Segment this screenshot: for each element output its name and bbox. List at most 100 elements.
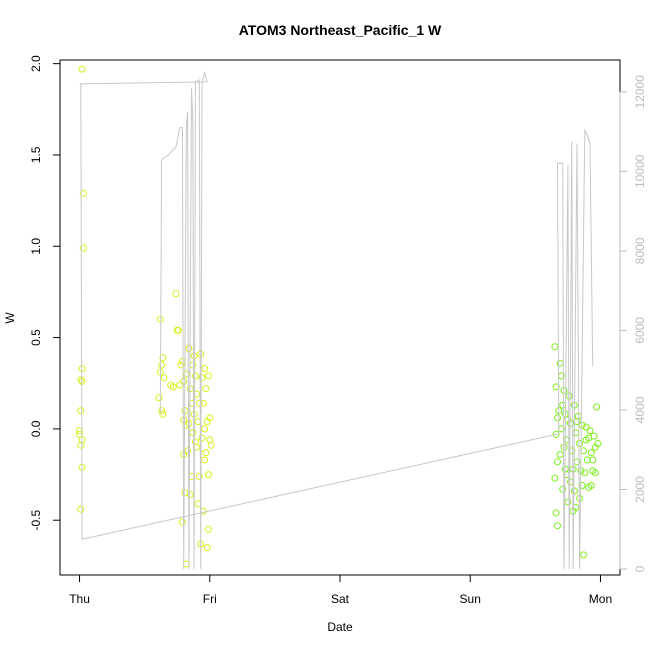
data-point xyxy=(554,458,561,466)
x-axis: Thu Fri Sat Sun Mon xyxy=(69,574,612,606)
y-tick-label: -0.5 xyxy=(29,510,43,531)
data-point xyxy=(177,361,185,369)
plot-frame xyxy=(59,59,621,576)
y-axis-label: W xyxy=(3,312,17,324)
y-tick-label: 0.0 xyxy=(29,420,43,437)
x-axis-label: Date xyxy=(327,620,353,634)
data-point xyxy=(77,376,85,384)
data-point xyxy=(185,345,193,352)
data-point xyxy=(155,394,163,402)
data-point xyxy=(205,471,212,479)
data-point xyxy=(582,423,590,431)
y2-tick-label: 4000 xyxy=(633,396,647,423)
data-point xyxy=(191,372,199,380)
y-tick-label: 0.5 xyxy=(29,329,43,346)
data-point xyxy=(587,482,595,489)
data-point xyxy=(551,474,559,482)
data-point xyxy=(202,385,210,393)
data-point xyxy=(76,430,83,438)
data-point xyxy=(169,383,177,391)
series-line-3 xyxy=(80,83,594,570)
data-point xyxy=(79,189,87,197)
y2-axis-right: 0 2000 4000 6000 8000 10000 12000 xyxy=(619,75,647,572)
data-point xyxy=(556,451,564,458)
data-point xyxy=(195,472,203,480)
data-point xyxy=(191,438,199,446)
data-point xyxy=(176,381,184,389)
data-point xyxy=(565,392,573,400)
x-tick-label: Mon xyxy=(589,592,612,606)
data-point xyxy=(206,414,214,422)
series-layer xyxy=(76,65,602,570)
series-line-2 xyxy=(79,71,208,570)
data-point xyxy=(551,343,559,351)
x-tick-label: Fri xyxy=(203,592,217,606)
data-point xyxy=(554,522,561,530)
x-tick-label: Thu xyxy=(69,592,90,606)
data-point xyxy=(159,410,167,418)
data-point xyxy=(186,491,194,499)
data-point xyxy=(559,401,567,409)
data-point xyxy=(160,374,168,382)
data-point xyxy=(198,434,206,442)
data-point xyxy=(570,487,578,495)
data-point xyxy=(207,441,215,449)
data-point xyxy=(198,374,206,382)
data-point xyxy=(580,551,587,559)
data-point xyxy=(572,429,580,437)
data-point xyxy=(576,440,584,447)
y2-tick-label: 8000 xyxy=(633,237,647,264)
data-point xyxy=(560,387,568,394)
data-point xyxy=(552,430,560,438)
x-tick-label: Sun xyxy=(460,592,481,606)
data-point xyxy=(202,449,210,457)
data-point xyxy=(564,416,572,424)
data-point xyxy=(178,518,186,526)
data-point xyxy=(195,399,203,407)
data-point xyxy=(78,65,86,73)
data-point xyxy=(591,469,599,477)
data-point xyxy=(581,469,589,477)
data-point xyxy=(594,440,602,447)
data-point xyxy=(552,509,560,517)
data-point xyxy=(172,290,180,298)
y2-tick-label: 12000 xyxy=(633,75,647,109)
data-point xyxy=(201,425,209,433)
y2-tick-label: 0 xyxy=(633,565,647,572)
data-point xyxy=(79,244,87,252)
data-point xyxy=(583,456,591,464)
data-point xyxy=(159,354,167,362)
data-point xyxy=(76,427,83,435)
data-point xyxy=(593,403,601,411)
y-tick-label: 1.0 xyxy=(29,238,43,255)
data-point xyxy=(201,456,209,464)
data-point xyxy=(585,434,593,442)
data-point xyxy=(589,456,597,464)
data-point xyxy=(158,361,166,369)
x-tick-label: Sat xyxy=(331,592,350,606)
data-point xyxy=(559,485,567,493)
data-point xyxy=(180,377,188,385)
data-point xyxy=(77,505,85,513)
y2-tick-label: 10000 xyxy=(633,154,647,188)
y-tick-label: 2.0 xyxy=(29,55,43,72)
data-point xyxy=(554,414,561,422)
y-tick-label: 1.5 xyxy=(29,146,43,163)
data-point xyxy=(205,525,212,533)
data-point xyxy=(203,544,211,552)
data-point xyxy=(587,449,595,457)
y2-tick-label: 6000 xyxy=(633,317,647,344)
data-point xyxy=(190,352,198,360)
data-point xyxy=(201,365,209,373)
data-point xyxy=(586,427,594,435)
data-point xyxy=(77,441,85,449)
data-point xyxy=(175,326,182,334)
data-point xyxy=(197,350,205,358)
chart-title: ATOM3 Northeast_Pacific_1 W xyxy=(239,22,442,38)
data-point xyxy=(77,407,85,415)
data-point xyxy=(552,383,560,391)
y2-tick-label: 2000 xyxy=(633,476,647,503)
data-point xyxy=(205,372,212,380)
data-point xyxy=(158,407,166,415)
